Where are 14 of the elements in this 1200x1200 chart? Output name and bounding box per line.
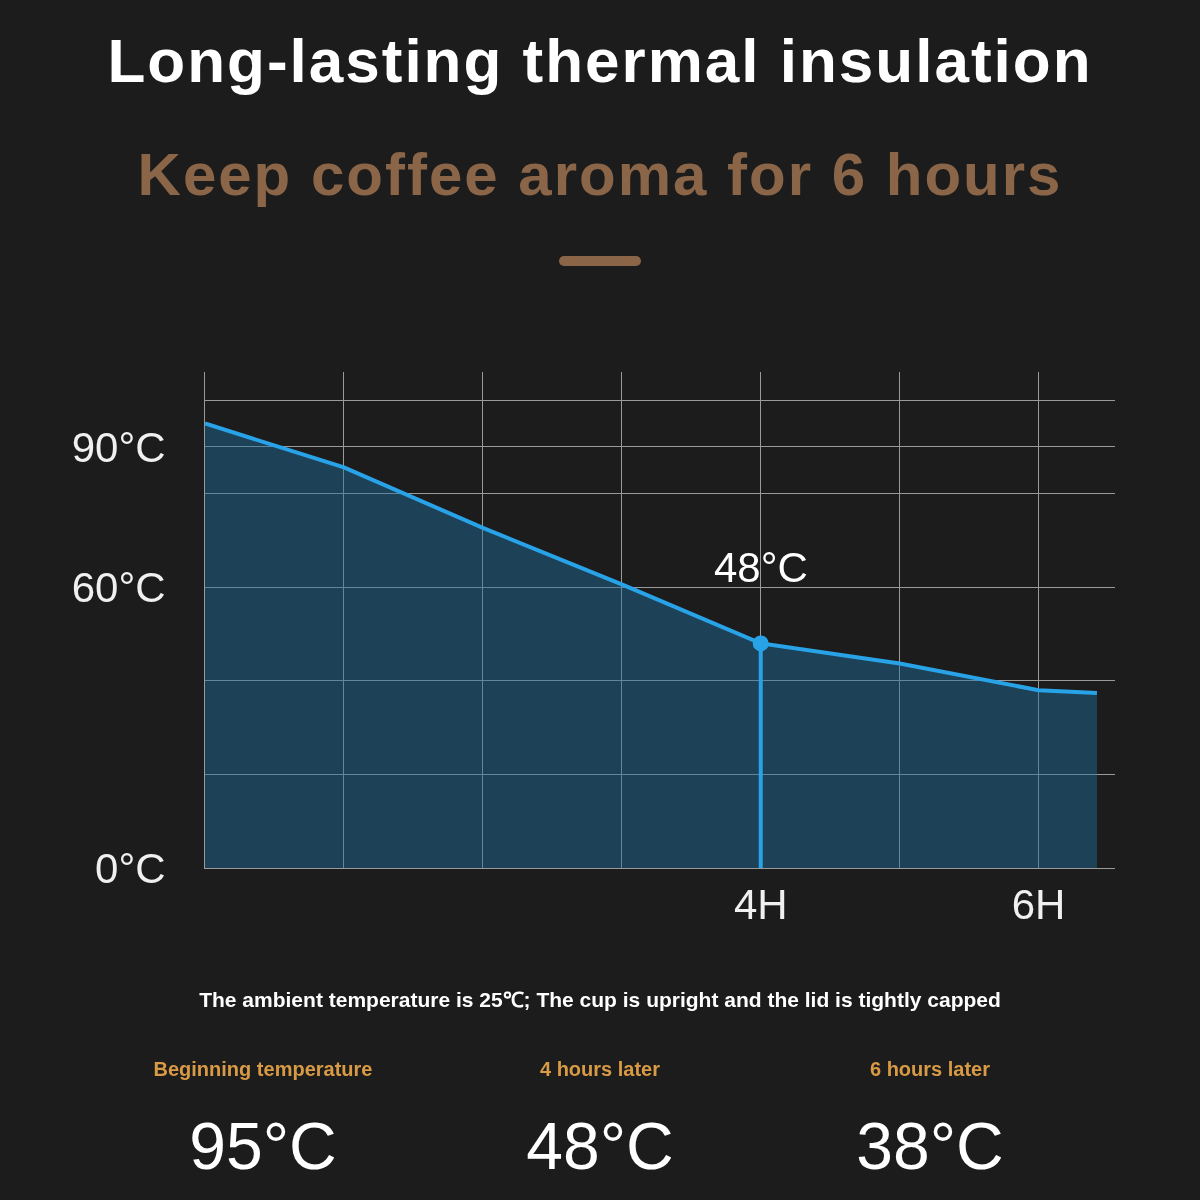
text: Beginning temperature bbox=[152, 1058, 374, 1081]
y-tick-label: 90°C bbox=[71, 423, 166, 471]
chart-subtitle: Keep coffee aroma for 6 hours bbox=[136, 140, 1064, 209]
y-tick-label: 60°C bbox=[71, 563, 166, 611]
text: 48°C bbox=[525, 1108, 675, 1184]
text: 95°C bbox=[188, 1108, 338, 1184]
chart-title: Long-lasting thermal insulation bbox=[106, 25, 1094, 96]
x-tick-label: 4H bbox=[733, 881, 788, 929]
y-tick-label: 0°C bbox=[95, 844, 166, 892]
text: 4 hours later bbox=[538, 1058, 661, 1081]
text: 38°C bbox=[855, 1108, 1005, 1184]
text: The ambient temperature is 25℃; The cup is upright and the lid is tightly capped bbox=[198, 987, 1002, 1013]
x-tick-label: 6H bbox=[1011, 881, 1066, 929]
text: 6 hours later bbox=[868, 1058, 991, 1081]
